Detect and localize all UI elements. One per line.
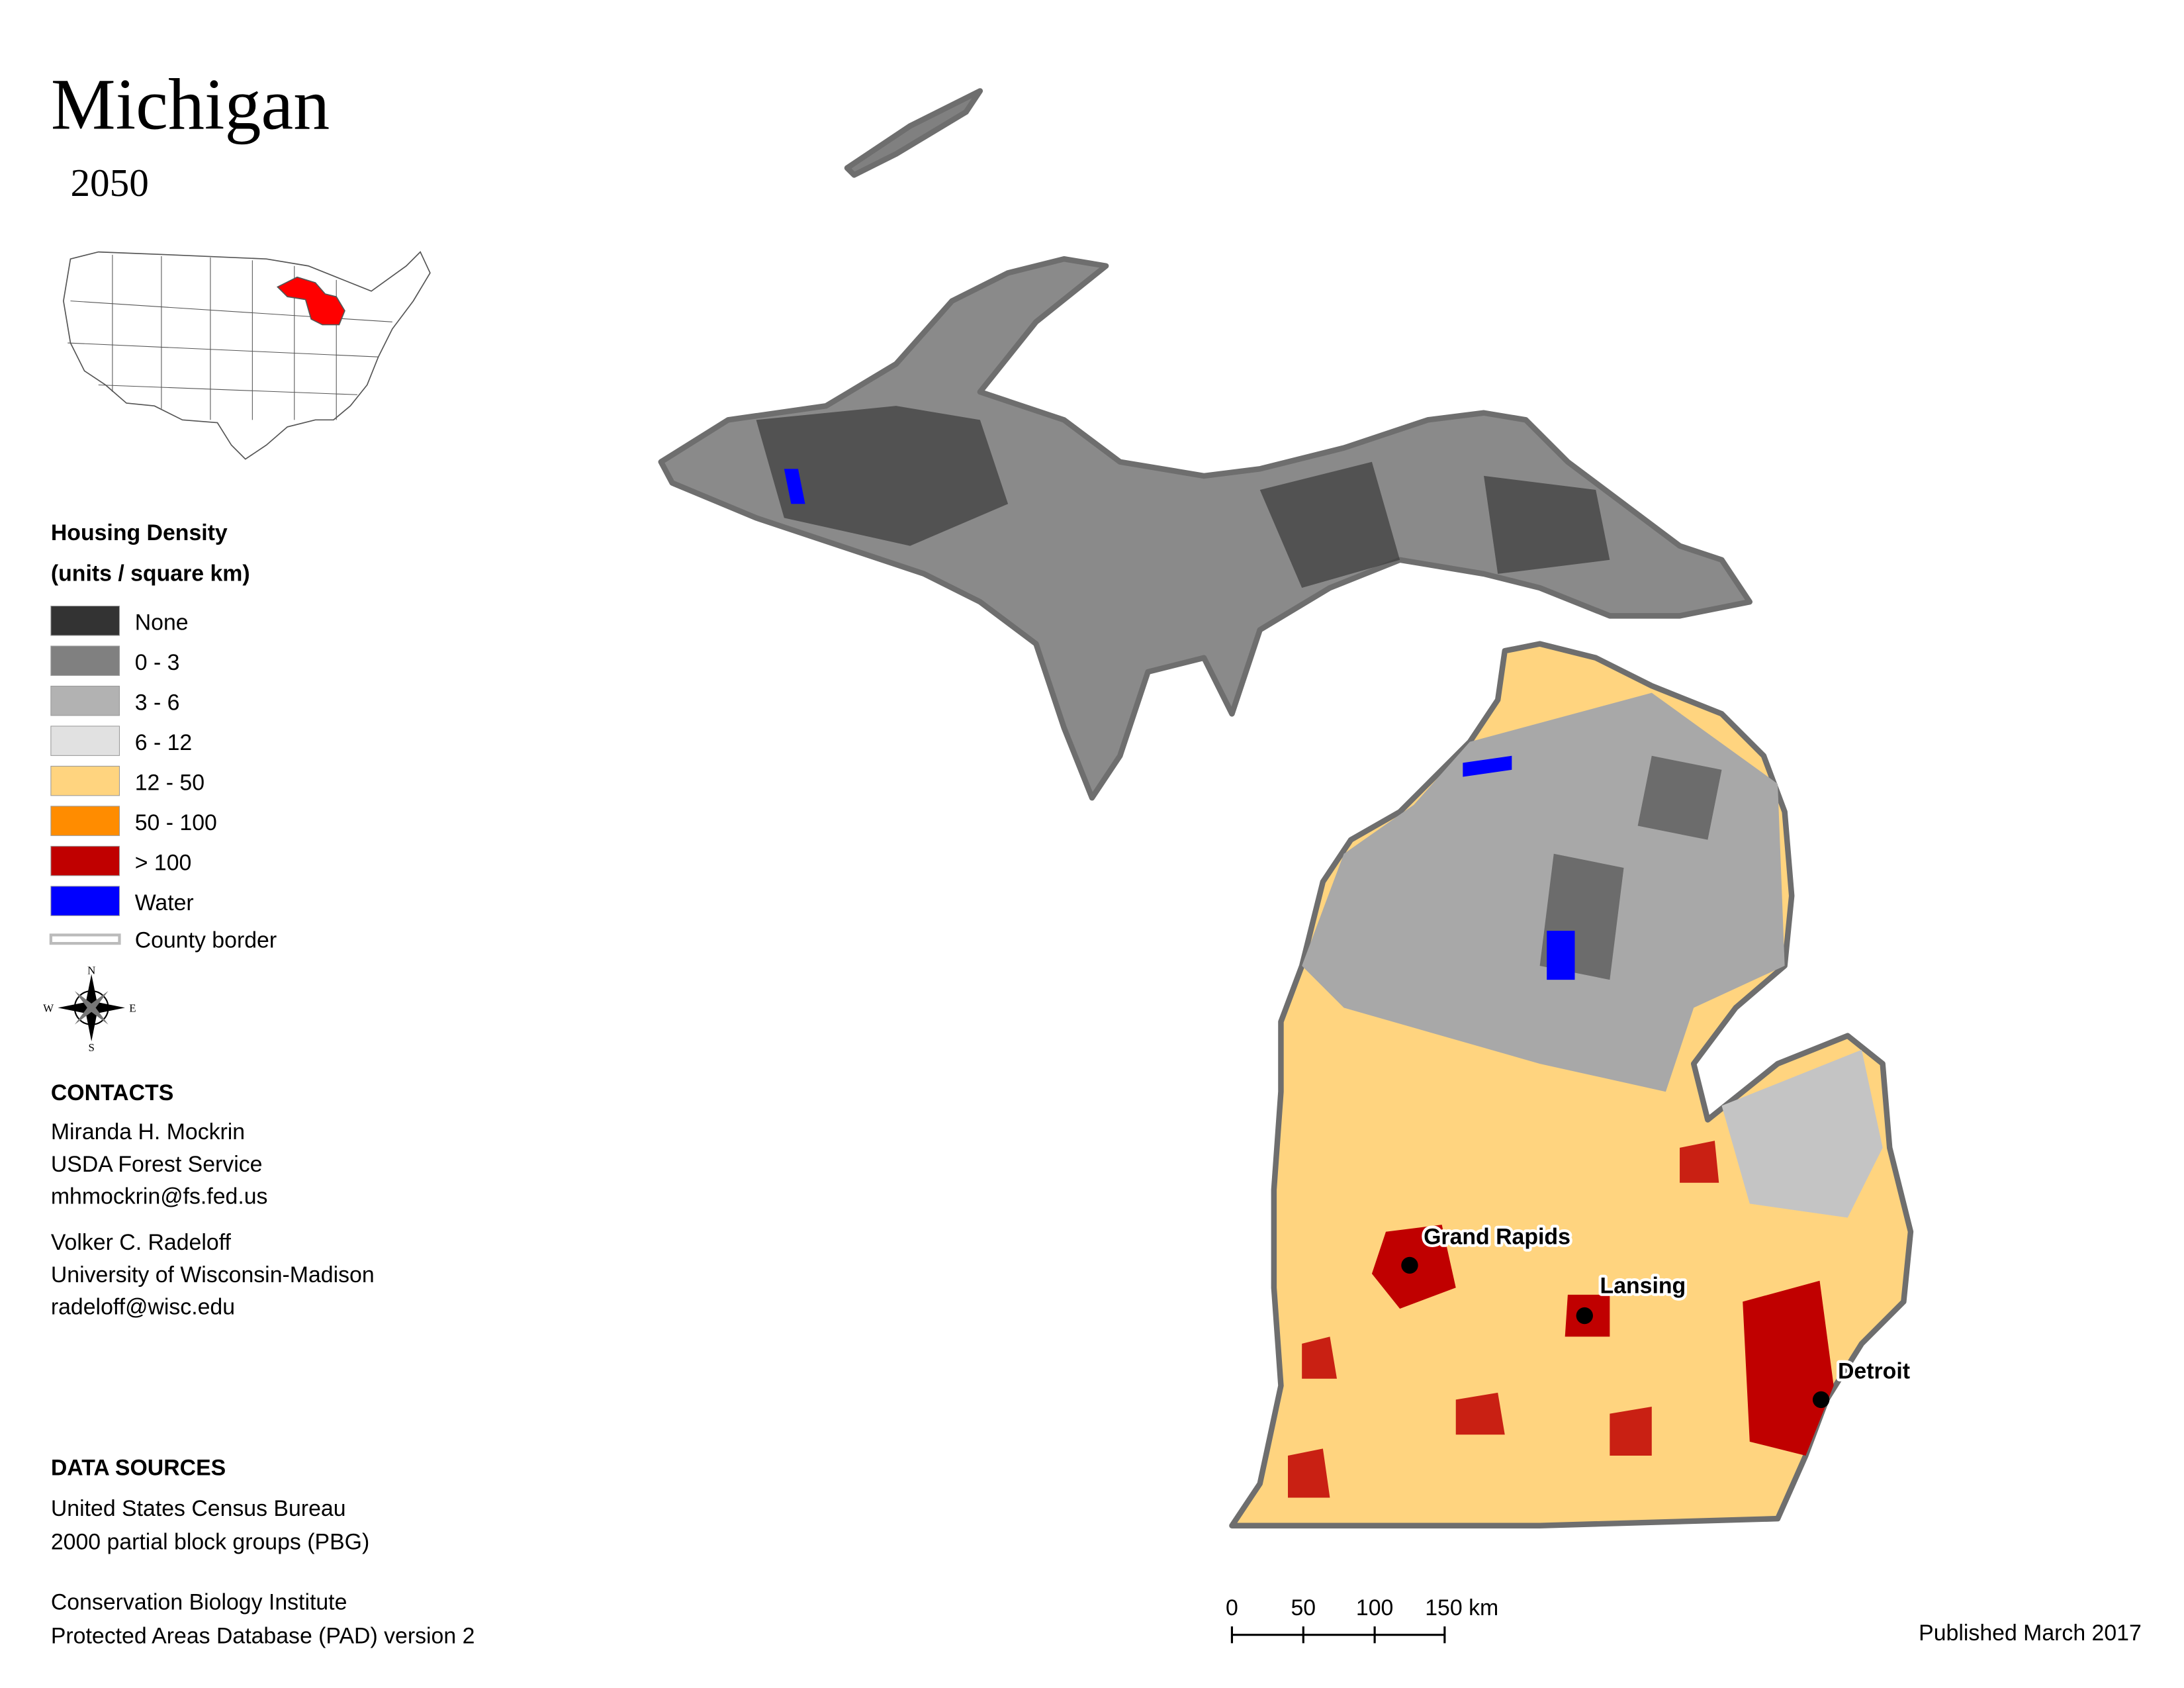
legend-label: 50 - 100 <box>135 810 217 835</box>
compass-e: E <box>129 1002 136 1015</box>
patch-dark <box>756 406 1610 588</box>
contact-line: mhmockrin@fs.fed.us <box>51 1184 268 1209</box>
legend-swatch <box>50 806 120 836</box>
contact-line: USDA Forest Service <box>51 1152 263 1177</box>
patch-thumb <box>1721 1049 1883 1218</box>
patch-urban-other <box>1288 1141 1719 1498</box>
city-label: Lansing <box>1600 1274 1686 1299</box>
legend-items: None 0 - 3 3 - 6 6 - 12 12 - 50 50 - 100 > 100… <box>50 606 217 916</box>
legend-label: County border <box>135 927 277 953</box>
source-line: United States Census Bureau <box>51 1496 346 1521</box>
legend-title: Housing Density <box>51 520 228 545</box>
legend-label: > 100 <box>135 850 192 875</box>
source-line: 2000 partial block groups (PBG) <box>51 1530 369 1555</box>
contact-line: Miranda H. Mockrin <box>51 1119 245 1145</box>
us-inset <box>63 251 431 460</box>
city-dot <box>1812 1391 1830 1409</box>
scale-bar: 0 50 100 150 km <box>1226 1595 1498 1644</box>
city-label: Grand Rapids <box>1424 1225 1570 1250</box>
legend-label: None <box>135 610 189 635</box>
legend-swatch <box>50 845 120 876</box>
scale-label: 50 <box>1291 1595 1316 1620</box>
legend-label: Water <box>135 890 194 915</box>
legend-swatch <box>50 765 120 796</box>
contacts: Miranda H. Mockrin USDA Forest Service mhm… <box>51 1119 375 1319</box>
legend-swatch <box>50 606 120 636</box>
published-note: Published March 2017 <box>1919 1620 2142 1646</box>
compass-s: S <box>88 1041 94 1054</box>
legend-swatch <box>50 645 120 676</box>
city-dot <box>1401 1256 1418 1274</box>
contacts-heading: CONTACTS <box>51 1080 173 1105</box>
legend-label: 6 - 12 <box>135 730 193 755</box>
patch-urban-detroit <box>1743 1280 1834 1456</box>
legend-label: 12 - 50 <box>135 770 205 795</box>
legend-subtitle: (units / square km) <box>51 561 250 586</box>
county-border-swatch <box>49 933 121 945</box>
isle-royale <box>844 88 983 178</box>
contact-line: Volker C. Radeloff <box>51 1230 232 1255</box>
density-patches <box>756 406 1883 1498</box>
cities: Grand Rapids Lansing Detroit <box>1401 1221 1913 1409</box>
legend-swatch <box>50 726 120 756</box>
compass-star-diag <box>74 991 109 1025</box>
compass-w: W <box>43 1002 54 1015</box>
scale-label: 0 <box>1226 1595 1238 1620</box>
legend-label: 3 - 6 <box>135 690 180 715</box>
michigan-inset <box>276 276 345 326</box>
map-year: 2050 <box>70 161 148 205</box>
scale-label: 150 km <box>1425 1595 1498 1620</box>
source-line: Conservation Biology Institute <box>51 1590 347 1615</box>
us-state-lines <box>68 254 392 420</box>
contact-line: radeloff@wisc.edu <box>51 1294 235 1319</box>
map-title: Michigan <box>51 64 330 145</box>
legend-swatch <box>50 685 120 716</box>
data-sources: United States Census Bureau 2000 partial … <box>51 1496 475 1648</box>
compass-n: N <box>87 964 95 977</box>
compass: N E S W <box>43 964 136 1054</box>
source-line: Protected Areas Database (PAD) version 2 <box>51 1623 475 1648</box>
legend-label: 0 - 3 <box>135 650 180 675</box>
patch-north-lp-dark <box>1539 755 1722 980</box>
contact-line: University of Wisconsin-Madison <box>51 1262 375 1288</box>
sources-heading: DATA SOURCES <box>51 1456 226 1481</box>
city-label: Detroit <box>1838 1359 1910 1384</box>
upper-peninsula <box>658 256 1753 801</box>
legend-swatch <box>50 886 120 916</box>
us-outline <box>63 251 431 460</box>
city-dot <box>1576 1307 1593 1325</box>
scale-label: 100 <box>1356 1595 1393 1620</box>
